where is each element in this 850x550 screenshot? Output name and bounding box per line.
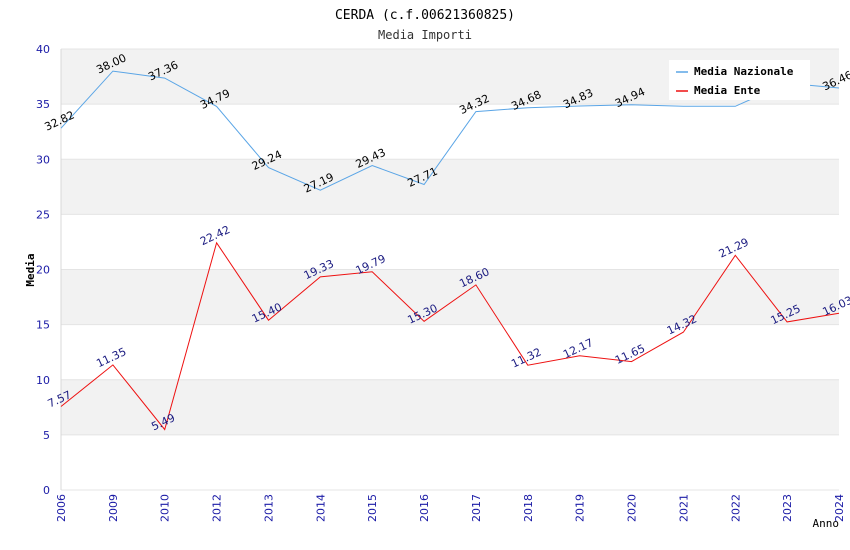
- x-tick-label: 2010: [159, 494, 172, 522]
- grid-bands: [60, 48, 839, 491]
- x-tick-label: 2013: [262, 494, 275, 522]
- x-tick-label: 2022: [729, 494, 742, 522]
- y-tick-label: 20: [36, 264, 50, 277]
- y-tick-label: 5: [43, 429, 50, 442]
- grid-band: [61, 159, 839, 215]
- grid-band: [61, 104, 839, 160]
- grid-band: [61, 269, 839, 325]
- y-tick-label: 15: [36, 319, 50, 332]
- x-tick-label: 2015: [366, 494, 379, 522]
- x-axis-label: Anno: [813, 517, 840, 530]
- legend-label-ente: Media Ente: [694, 84, 761, 97]
- grid-band: [61, 379, 839, 435]
- x-tick-label: 2012: [211, 494, 224, 522]
- y-tick-label: 25: [36, 208, 50, 221]
- chart-title: CERDA (c.f.00621360825): [335, 8, 515, 23]
- grid-band: [61, 434, 839, 490]
- y-tick-label: 30: [36, 153, 50, 166]
- x-tick-label: 2024: [833, 494, 846, 522]
- y-axis-label: Media: [24, 253, 37, 286]
- x-tick-label: 2006: [55, 494, 68, 522]
- y-axis-ticks: 0 5 10 15 20 25 30 35 40: [36, 43, 50, 497]
- chart-subtitle: Media Importi: [378, 28, 472, 42]
- x-tick-label: 2009: [107, 494, 120, 522]
- grid-band: [61, 214, 839, 270]
- y-tick-label: 0: [43, 484, 50, 497]
- x-tick-label: 2018: [522, 494, 535, 522]
- y-tick-label: 35: [36, 98, 50, 111]
- x-tick-label: 2023: [781, 494, 794, 522]
- x-tick-label: 2014: [314, 494, 327, 522]
- x-tick-label: 2017: [470, 494, 483, 522]
- x-tick-label: 2016: [418, 494, 431, 522]
- x-tick-label: 2019: [574, 494, 587, 522]
- legend: Media Nazionale Media Ente: [669, 60, 810, 100]
- series-lines: [60, 70, 840, 431]
- series-line-nazionale: [60, 70, 840, 191]
- y-tick-label: 40: [36, 43, 50, 56]
- y-tick-label: 10: [36, 374, 50, 387]
- x-tick-label: 2021: [677, 494, 690, 522]
- x-axis-ticks: 2006 2009 2010 2012 2013 2014 2015 2016 2017 2018…: [55, 494, 846, 522]
- legend-label-nazionale: Media Nazionale: [694, 65, 794, 78]
- grid-band: [61, 324, 839, 380]
- x-tick-label: 2020: [626, 494, 639, 522]
- series-line-ente: [60, 241, 840, 431]
- legend-box: [669, 60, 810, 100]
